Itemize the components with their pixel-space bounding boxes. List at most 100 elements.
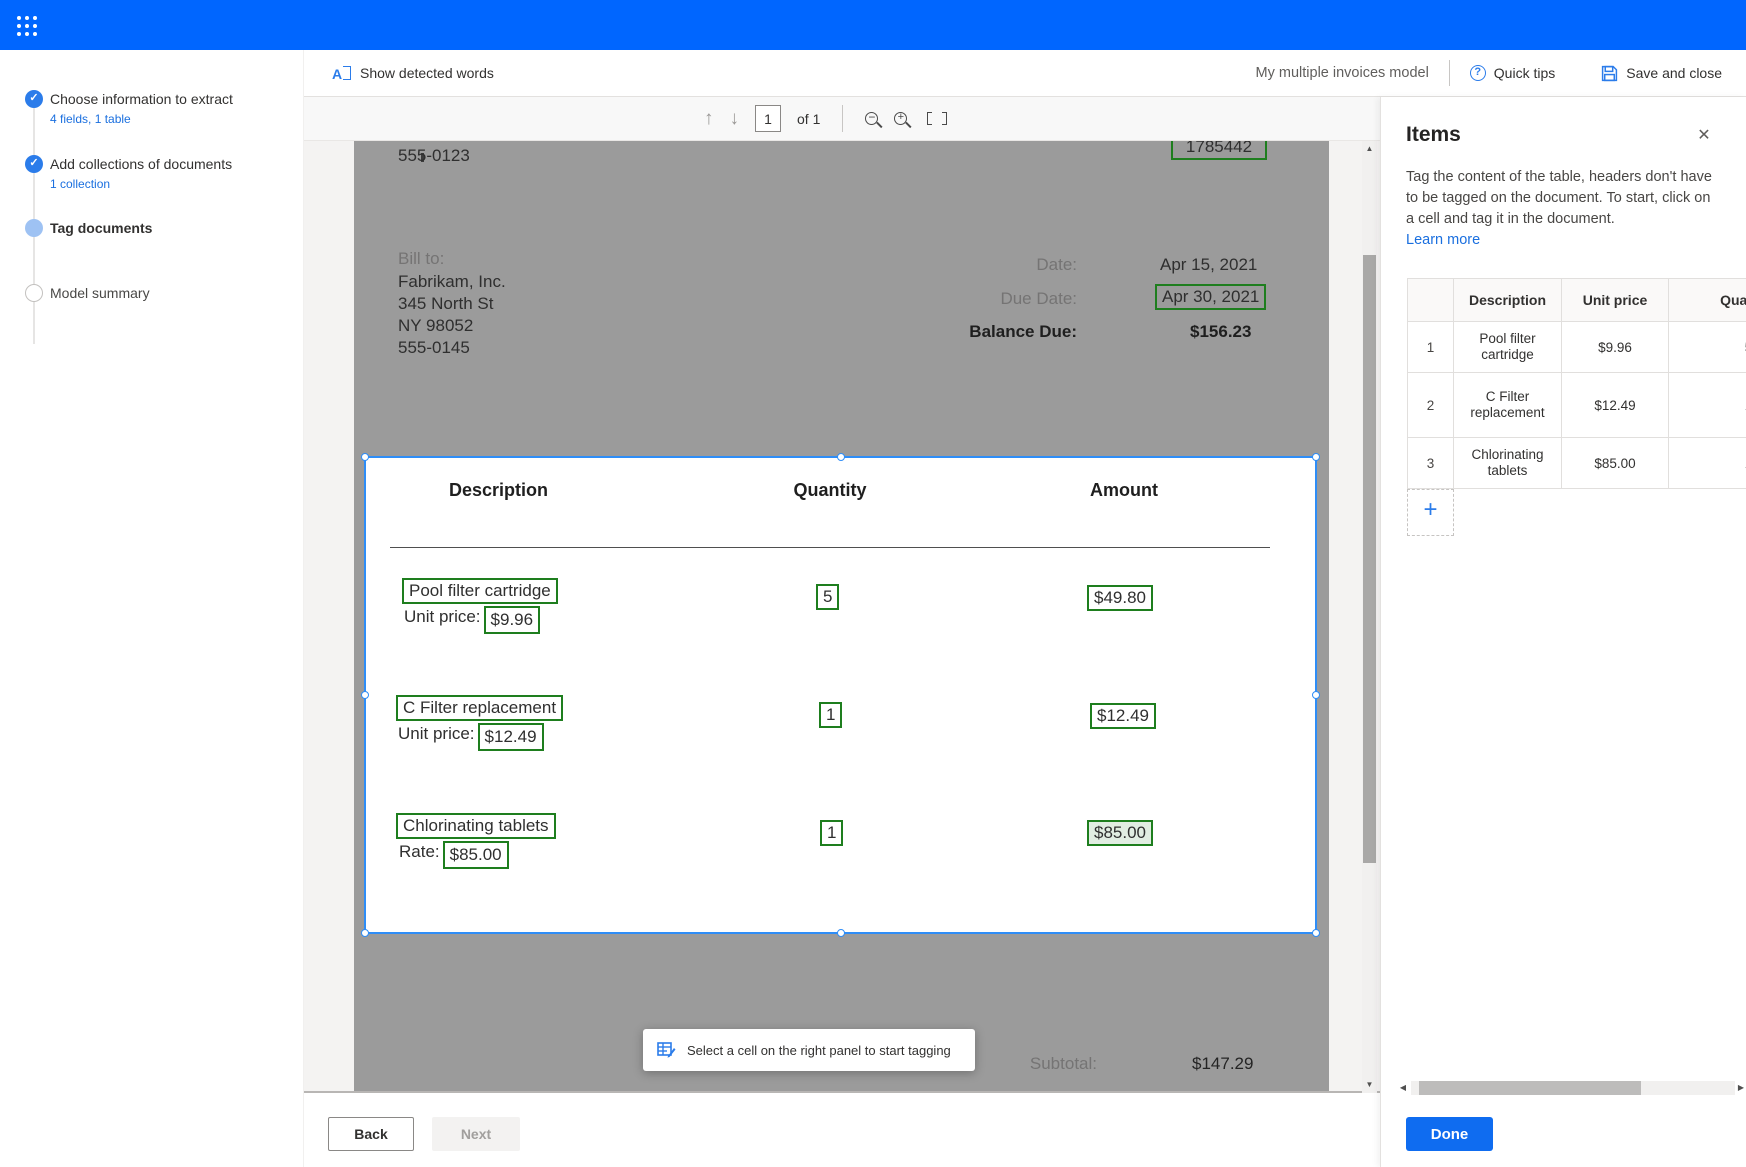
table-tag-icon bbox=[657, 1041, 676, 1058]
tagged-amount-box[interactable]: $12.49 bbox=[1090, 703, 1156, 729]
selection-handle[interactable] bbox=[837, 929, 845, 937]
row-number-cell[interactable]: 2 bbox=[1407, 372, 1454, 438]
page-down-icon[interactable]: ↓ bbox=[729, 108, 740, 129]
rate-label: Rate: bbox=[399, 842, 440, 861]
tagged-invoice-number-box[interactable]: 1785442 bbox=[1171, 141, 1267, 160]
learn-more-link[interactable]: Learn more bbox=[1406, 232, 1481, 248]
tagged-description-box[interactable]: Pool filter cartridge bbox=[402, 578, 558, 604]
invoice-col-description: Description bbox=[449, 480, 549, 500]
panel-title: Items bbox=[1406, 123, 1461, 146]
items-table: Description Unit price Quantity 1 Pool f… bbox=[1407, 278, 1746, 489]
zoom-in-icon[interactable] bbox=[894, 111, 908, 125]
unit-price-label: Unit price: bbox=[398, 724, 475, 743]
selection-handle[interactable] bbox=[361, 453, 369, 461]
page-number-input[interactable] bbox=[755, 105, 781, 132]
scroll-down-icon[interactable]: ▼ bbox=[1365, 1080, 1374, 1089]
invoice-subline: Unit price: $12.49 bbox=[398, 720, 544, 751]
balance-due-value: $156.23 bbox=[1190, 322, 1252, 341]
sidebar-step-choose-information[interactable]: Choose information to extract 4 fields, … bbox=[0, 90, 304, 150]
subtotal-label: Subtotal: bbox=[1029, 1054, 1097, 1073]
step-done-check-icon bbox=[25, 90, 43, 108]
row-number-cell[interactable]: 1 bbox=[1407, 321, 1454, 373]
fit-page-icon[interactable] bbox=[927, 110, 948, 127]
panel-description-text: Tag the content of the table, headers do… bbox=[1406, 169, 1712, 227]
scroll-up-icon[interactable]: ▲ bbox=[1365, 144, 1374, 153]
app-launcher-icon[interactable] bbox=[16, 15, 40, 39]
sidebar-step-add-collections[interactable]: Add collections of documents 1 collectio… bbox=[0, 155, 304, 215]
bill-to-name: Fabrikam, Inc. bbox=[398, 272, 506, 291]
cropped-text-fragment bbox=[421, 153, 424, 162]
sidebar-step-tag-documents[interactable]: Tag documents bbox=[0, 219, 304, 259]
bill-to-street: 345 North St bbox=[398, 294, 494, 313]
tooltip-text: Select a cell on the right panel to star… bbox=[687, 1042, 951, 1058]
save-and-close-button[interactable]: Save and close bbox=[1601, 65, 1722, 82]
quantity-cell[interactable]: 1 bbox=[1668, 437, 1746, 489]
panel-horizontal-scrollbar[interactable]: ◀ ▶ bbox=[1381, 1080, 1746, 1096]
col-header-quantity: Quantity bbox=[1668, 278, 1746, 322]
bill-to-label: Bill to: bbox=[398, 249, 445, 268]
tagged-description-box[interactable]: Chlorinating tablets bbox=[396, 813, 556, 839]
tagged-unit-price-box[interactable]: $9.96 bbox=[483, 606, 541, 634]
selection-handle[interactable] bbox=[1312, 929, 1320, 937]
step-subtitle-link[interactable]: 4 fields, 1 table bbox=[50, 112, 131, 126]
step-title: Choose information to extract bbox=[50, 91, 233, 107]
unit-price-cell[interactable]: $12.49 bbox=[1561, 372, 1669, 438]
panel-description: Tag the content of the table, headers do… bbox=[1406, 167, 1712, 251]
scrollbar-thumb[interactable] bbox=[1419, 1081, 1641, 1095]
tagged-amount-box[interactable]: $49.80 bbox=[1087, 585, 1153, 611]
tagged-amount-box-selected[interactable]: $85.00 bbox=[1087, 820, 1153, 846]
selection-handle[interactable] bbox=[837, 453, 845, 461]
table-row: 3 Chlorinating tablets $85.00 1 bbox=[1407, 437, 1746, 489]
description-cell[interactable]: C Filter replacement bbox=[1453, 372, 1562, 438]
row-number-cell[interactable]: 3 bbox=[1407, 437, 1454, 489]
zoom-out-icon[interactable] bbox=[865, 110, 879, 125]
invoice-subline: Unit price: $9.96 bbox=[404, 603, 541, 634]
selection-handle[interactable] bbox=[1312, 453, 1320, 461]
step-todo-icon bbox=[25, 284, 43, 302]
table-row: 1 Pool filter cartridge $9.96 5 bbox=[1407, 321, 1746, 373]
scroll-left-icon[interactable]: ◀ bbox=[1399, 1083, 1407, 1092]
tagged-quantity-box[interactable]: 1 bbox=[819, 702, 843, 728]
description-cell[interactable]: Chlorinating tablets bbox=[1453, 437, 1562, 489]
selection-handle[interactable] bbox=[1312, 691, 1320, 699]
unit-price-cell[interactable]: $85.00 bbox=[1561, 437, 1669, 489]
bill-to-city: NY 98052 bbox=[398, 316, 474, 335]
table-row: 2 C Filter replacement $12.49 1 bbox=[1407, 372, 1746, 438]
viewer-vertical-scrollbar[interactable]: ▲ ▼ bbox=[1362, 141, 1377, 1093]
tagged-quantity-box[interactable]: 5 bbox=[816, 584, 840, 610]
unit-price-cell[interactable]: $9.96 bbox=[1561, 321, 1669, 373]
tagged-unit-price-box[interactable]: $12.49 bbox=[477, 723, 544, 751]
tagged-due-date-box[interactable]: Apr 30, 2021 bbox=[1155, 284, 1267, 310]
step-title: Add collections of documents bbox=[50, 156, 233, 172]
steps-sidebar: Choose information to extract 4 fields, … bbox=[0, 50, 304, 1167]
invoice-col-amount: Amount bbox=[1090, 480, 1158, 500]
add-row-button[interactable] bbox=[1407, 489, 1454, 536]
tagged-description-box[interactable]: C Filter replacement bbox=[396, 695, 564, 721]
page-count-label: of 1 bbox=[797, 110, 821, 127]
back-button[interactable]: Back bbox=[328, 1117, 414, 1151]
step-subtitle-link[interactable]: 1 collection bbox=[50, 177, 111, 191]
selection-handle[interactable] bbox=[361, 929, 369, 937]
question-icon bbox=[1469, 65, 1486, 81]
quantity-cell[interactable]: 1 bbox=[1668, 372, 1746, 438]
tagged-rate-box[interactable]: $85.00 bbox=[442, 841, 509, 869]
quantity-cell[interactable]: 5 bbox=[1668, 321, 1746, 373]
next-button-disabled: Next bbox=[432, 1117, 520, 1151]
page-up-icon[interactable]: ↑ bbox=[704, 108, 714, 129]
quick-tips-button[interactable]: Quick tips bbox=[1469, 65, 1555, 81]
description-cell[interactable]: Pool filter cartridge bbox=[1453, 321, 1562, 373]
invoice-col-quantity: Quantity bbox=[793, 480, 867, 500]
close-icon[interactable]: ✕ bbox=[1697, 127, 1711, 144]
step-title: Model summary bbox=[50, 285, 150, 301]
save-and-close-label: Save and close bbox=[1626, 65, 1722, 81]
selection-handle[interactable] bbox=[361, 691, 369, 699]
done-button[interactable]: Done bbox=[1406, 1117, 1493, 1151]
scrollbar-thumb[interactable] bbox=[1363, 255, 1376, 863]
balance-due-label: Balance Due: bbox=[969, 322, 1077, 341]
scroll-right-icon[interactable]: ▶ bbox=[1737, 1083, 1745, 1092]
tagged-quantity-box[interactable]: 1 bbox=[820, 820, 844, 846]
show-detected-words-button[interactable]: Show detected words bbox=[332, 50, 494, 96]
sidebar-step-model-summary[interactable]: Model summary bbox=[0, 284, 304, 324]
app-header-bar bbox=[0, 0, 1746, 50]
